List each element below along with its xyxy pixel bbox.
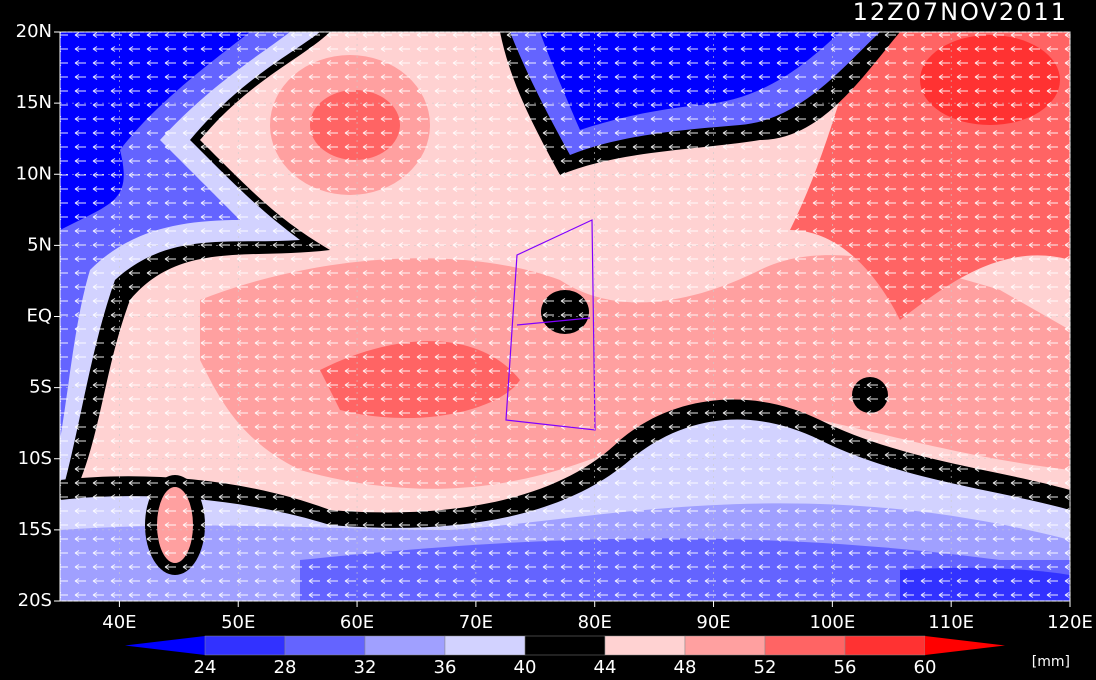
- x-tick-label: 70E: [459, 612, 493, 633]
- y-tick-label: 10N: [16, 163, 52, 184]
- colorbar-box: [204, 635, 286, 656]
- colorbar-box: [364, 635, 446, 656]
- axes: 40E 50E 60E 70E 80E 90E 100E 110E 120E 20N 15N 10N 5…: [16, 21, 1093, 633]
- colorbar-label: 36: [434, 657, 457, 678]
- field: [60, 32, 1070, 601]
- colorbar-unit: [mm]: [1032, 654, 1070, 670]
- colorbar: 24 28 32 36 40 44 48 52 56 60: [125, 635, 1005, 678]
- colorbar-box: [444, 635, 526, 656]
- colorbar-label: 52: [754, 657, 777, 678]
- colorbar-label: 60: [914, 657, 937, 678]
- colorbar-label: 56: [834, 657, 857, 678]
- y-tick-label: 10S: [18, 448, 52, 469]
- colorbar-box: [684, 635, 766, 656]
- y-tick-label: 5N: [27, 234, 52, 255]
- colorbar-arrow-low: [125, 636, 205, 655]
- x-tick-label: 90E: [696, 612, 730, 633]
- map-title: 12Z07NOV2011: [853, 0, 1068, 26]
- colorbar-label: 44: [594, 657, 617, 678]
- colorbar-box: [524, 635, 606, 656]
- colorbar-label: 32: [354, 657, 377, 678]
- y-tick-label: 15S: [18, 519, 52, 540]
- colorbar-label: 40: [514, 657, 537, 678]
- x-tick-label: 40E: [102, 612, 136, 633]
- colorbar-box: [764, 635, 846, 656]
- colorbar-label: 48: [674, 657, 697, 678]
- colorbar-box: [284, 635, 366, 656]
- colorbar-box: [604, 635, 686, 656]
- y-tick-label: 15N: [16, 92, 52, 113]
- y-tick-label: 20N: [16, 21, 52, 42]
- colorbar-box: [844, 635, 926, 656]
- x-tick-label: 110E: [928, 612, 974, 633]
- x-tick-label: 80E: [578, 612, 612, 633]
- y-tick-label: EQ: [26, 306, 52, 327]
- x-tick-label: 100E: [809, 612, 855, 633]
- y-tick-label: 5S: [29, 377, 52, 398]
- colorbar-arrow-high: [925, 636, 1005, 655]
- x-tick-label: 120E: [1047, 612, 1093, 633]
- y-tick-label: 20S: [18, 590, 52, 611]
- colorbar-label: 24: [194, 657, 217, 678]
- colorbar-label: 28: [274, 657, 297, 678]
- x-tick-label: 50E: [221, 612, 255, 633]
- x-tick-label: 60E: [340, 612, 374, 633]
